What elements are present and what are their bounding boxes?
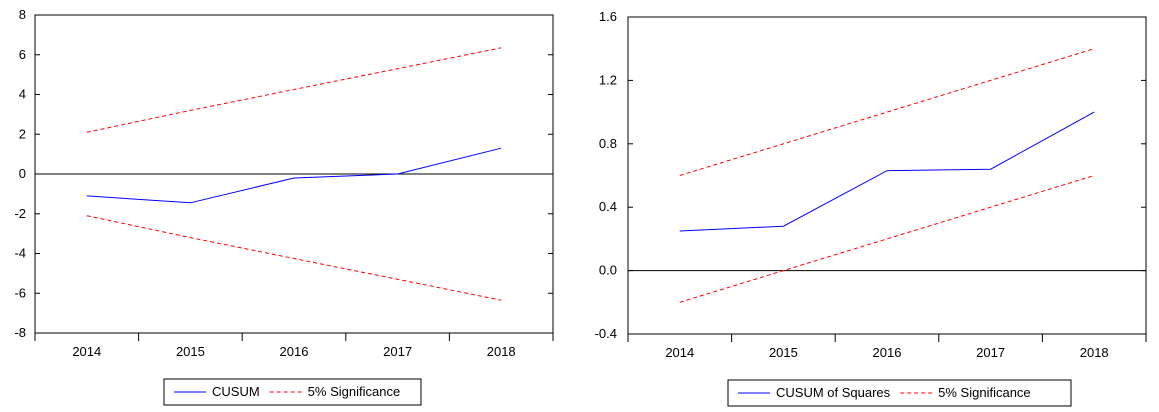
x-tick-label: 2016 (873, 345, 902, 360)
upper-significance-line (86, 47, 502, 133)
y-tick-label: 6 (19, 47, 26, 62)
lower-significance-line (86, 215, 502, 301)
x-tick-label: 2018 (1080, 345, 1109, 360)
lower-significance-line (679, 175, 1095, 303)
plot-frame (627, 16, 1147, 335)
legend-box (727, 379, 1072, 407)
cusum-line (679, 111, 1095, 232)
x-tick-label: 2015 (769, 345, 798, 360)
y-tick-label: 8 (19, 7, 26, 22)
y-tick-label: -8 (14, 325, 26, 340)
x-tick-label: 2014 (72, 344, 101, 359)
legend-label: 5% Significance (938, 385, 1031, 400)
legend-box (163, 378, 422, 406)
x-tick-label: 2017 (383, 344, 412, 359)
upper-significance-line (679, 48, 1095, 176)
y-tick-label: 1.6 (599, 9, 617, 24)
y-tick-label: -0.4 (595, 326, 617, 341)
y-tick-label: 0.4 (599, 199, 617, 214)
chart-1: 8 6 4 2 0 -2 -4 -6 -8 2014 2015 2016 2017 2018 CUSUM 5%… (14, 7, 554, 406)
y-tick-label: 2 (19, 126, 26, 141)
x-tick-label: 2017 (976, 345, 1005, 360)
legend-label: CUSUM of Squares (776, 385, 891, 400)
x-tick-label: 2015 (176, 344, 205, 359)
y-tick-label: -4 (14, 246, 26, 261)
cusum-line (86, 147, 502, 204)
legend: CUSUM 5% Significance (163, 378, 422, 406)
legend: CUSUM of Squares 5% Significance (727, 379, 1072, 407)
x-tick-label: 2014 (665, 345, 694, 360)
chart-2: 1.6 1.2 0.8 0.4 0.0 -0.4 2014 2015 2016 2017 2018 C… (595, 9, 1147, 407)
legend-label: 5% Significance (308, 384, 401, 399)
y-tick-label: 0.0 (599, 263, 617, 278)
y-tick-label: 4 (19, 87, 26, 102)
legend-label: CUSUM (212, 384, 260, 399)
y-tick-label: 0 (19, 166, 26, 181)
x-tick-label: 2018 (487, 344, 516, 359)
y-tick-label: -2 (14, 206, 26, 221)
x-tick-label: 2016 (280, 344, 309, 359)
y-tick-label: -6 (14, 285, 26, 300)
y-tick-label: 0.8 (599, 136, 617, 151)
y-tick-label: 1.2 (599, 72, 617, 87)
